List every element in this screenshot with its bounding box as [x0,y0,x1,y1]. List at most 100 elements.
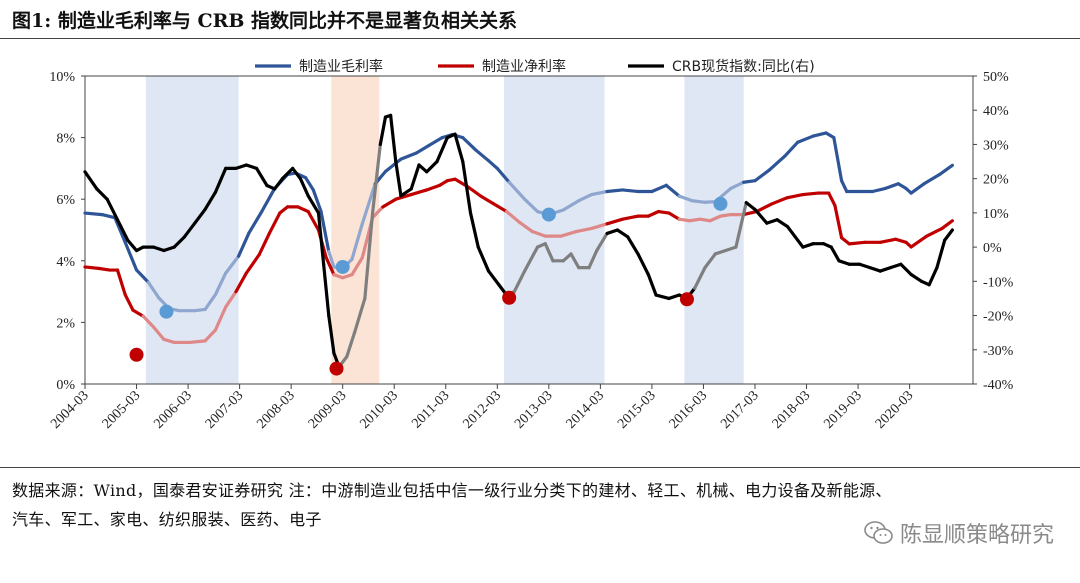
x-axis-tick-label: 2010-03 [357,388,401,432]
series-3-segment [409,163,421,191]
series-2-segment [267,211,282,235]
series-2-segment [394,192,413,201]
series-2-segment [466,185,483,198]
series-3-segment [512,269,527,294]
series-3-segment [605,228,619,236]
series-1-segment [729,180,746,191]
series-2-segment [244,253,261,275]
series-2-segment [590,222,609,231]
series-1-segment [495,166,511,184]
series-2-segment [657,209,671,215]
line-chart: 0% 2% 4% 6% 8% 10% -40% -30% -20% -10% 0% 10% 20% 30%… [48,58,1013,432]
series-3-segment [322,262,331,318]
left-axis-tick-label: 6% [56,193,75,208]
series-3-segment [461,159,473,215]
series-2-segment [878,237,898,244]
series-3-segment [316,211,326,266]
right-axis-tick-label: 10% [983,207,1009,222]
series-2-segment [409,188,429,197]
series-2-segment [83,265,102,271]
series-2-segment [605,217,625,226]
series-1-marker [159,304,174,319]
series-3-segment [115,218,130,242]
series-2-segment [123,293,135,312]
series-3-segment [927,266,939,287]
series-1-segment [561,199,581,212]
series-2-segment [296,205,310,214]
series-2-segment [909,234,929,249]
series-3-segment [162,245,176,253]
series-3-segment [425,159,439,174]
series-3-segment [569,252,581,270]
series-2-segment [754,202,774,214]
series-2-segment [278,205,290,215]
series-3-segment [468,211,480,249]
left-axis-tick-label: 4% [56,255,75,270]
series-3-segment [213,166,228,194]
watermark: 陈显顺策略研究 [864,517,1054,549]
series-3-segment [352,296,367,335]
series-1-segment [650,183,668,194]
series-3-segment [394,159,403,198]
series-1-segment [870,186,887,194]
series-3-segment [126,238,139,253]
right-axis-tick-label: 40% [983,104,1009,119]
series-2-segment [708,214,723,223]
series-2-segment [141,314,156,329]
x-axis-tick-label: 2005-03 [100,388,144,432]
series-1-segment [922,172,942,186]
series-1-segment [260,186,277,214]
series-3-segment [327,313,336,355]
series-1-segment [247,209,264,235]
series-2-segment [925,226,944,238]
series-1-segment [620,188,640,194]
x-axis-tick-label: 2008-03 [254,388,298,432]
series-2-marker [129,347,144,362]
series-1-segment [839,179,849,194]
series-markers [129,196,728,376]
series-3-segment [203,190,217,212]
footer-line-1: 数据来源：Wind，国泰君安证券研究 注：中游制造业包括中信一级行业分类下的建材… [12,481,892,500]
series-3-segment [95,187,109,201]
x-axis-tick-label: 2004-03 [48,388,92,432]
footer-note: 数据来源：Wind，国泰君安证券研究 注：中游制造业包括中信一级行业分类下的建材… [12,476,1072,534]
series-3-segment [765,218,779,225]
x-axis-tick-label: 2011-03 [409,388,452,431]
series-2-segment [504,209,522,224]
series-1-segment [236,231,251,258]
series-2-segment [667,211,681,221]
series-2-segment [324,256,336,277]
series-3-segment [345,331,357,359]
series-3-segment [523,245,540,273]
series-1-segment [311,188,323,214]
series-1-segment [427,135,444,147]
series-3-segment [793,235,805,249]
series-2-segment [213,305,228,332]
series-2-segment [381,197,398,209]
figure-title: 图1: 制造业毛利率与 CRB 指数同比并不是显著负相关关系 [12,10,518,32]
series-1-segment [224,254,241,275]
series-1-segment [399,151,418,161]
series-3-segment [389,113,398,164]
series-1-segment [134,268,150,284]
series-2-segment [131,308,145,318]
x-axis-tick-label: 2014-03 [564,388,608,432]
series-1-segment [664,183,681,198]
series-3-segment [399,187,413,198]
x-axis-tick-label: 2016-03 [667,388,711,432]
series-3-segment [435,135,449,164]
series-1-segment [937,163,954,177]
series-2-segment [742,209,759,217]
series-1-segment [909,182,926,195]
series-3-segment [543,242,555,263]
series-lines [83,113,954,369]
series-2-segment [188,339,207,345]
series-3-segment [244,163,259,170]
series-2-segment [770,196,790,206]
series-3-segment [306,194,321,215]
series-1-segment [113,216,127,244]
series-3-segment [273,177,284,191]
plot-frame [84,75,974,385]
footer-line-2: 汽车、军工、家电、纺织服装、医药、电子 [12,510,322,529]
series-3-segment [587,248,599,270]
